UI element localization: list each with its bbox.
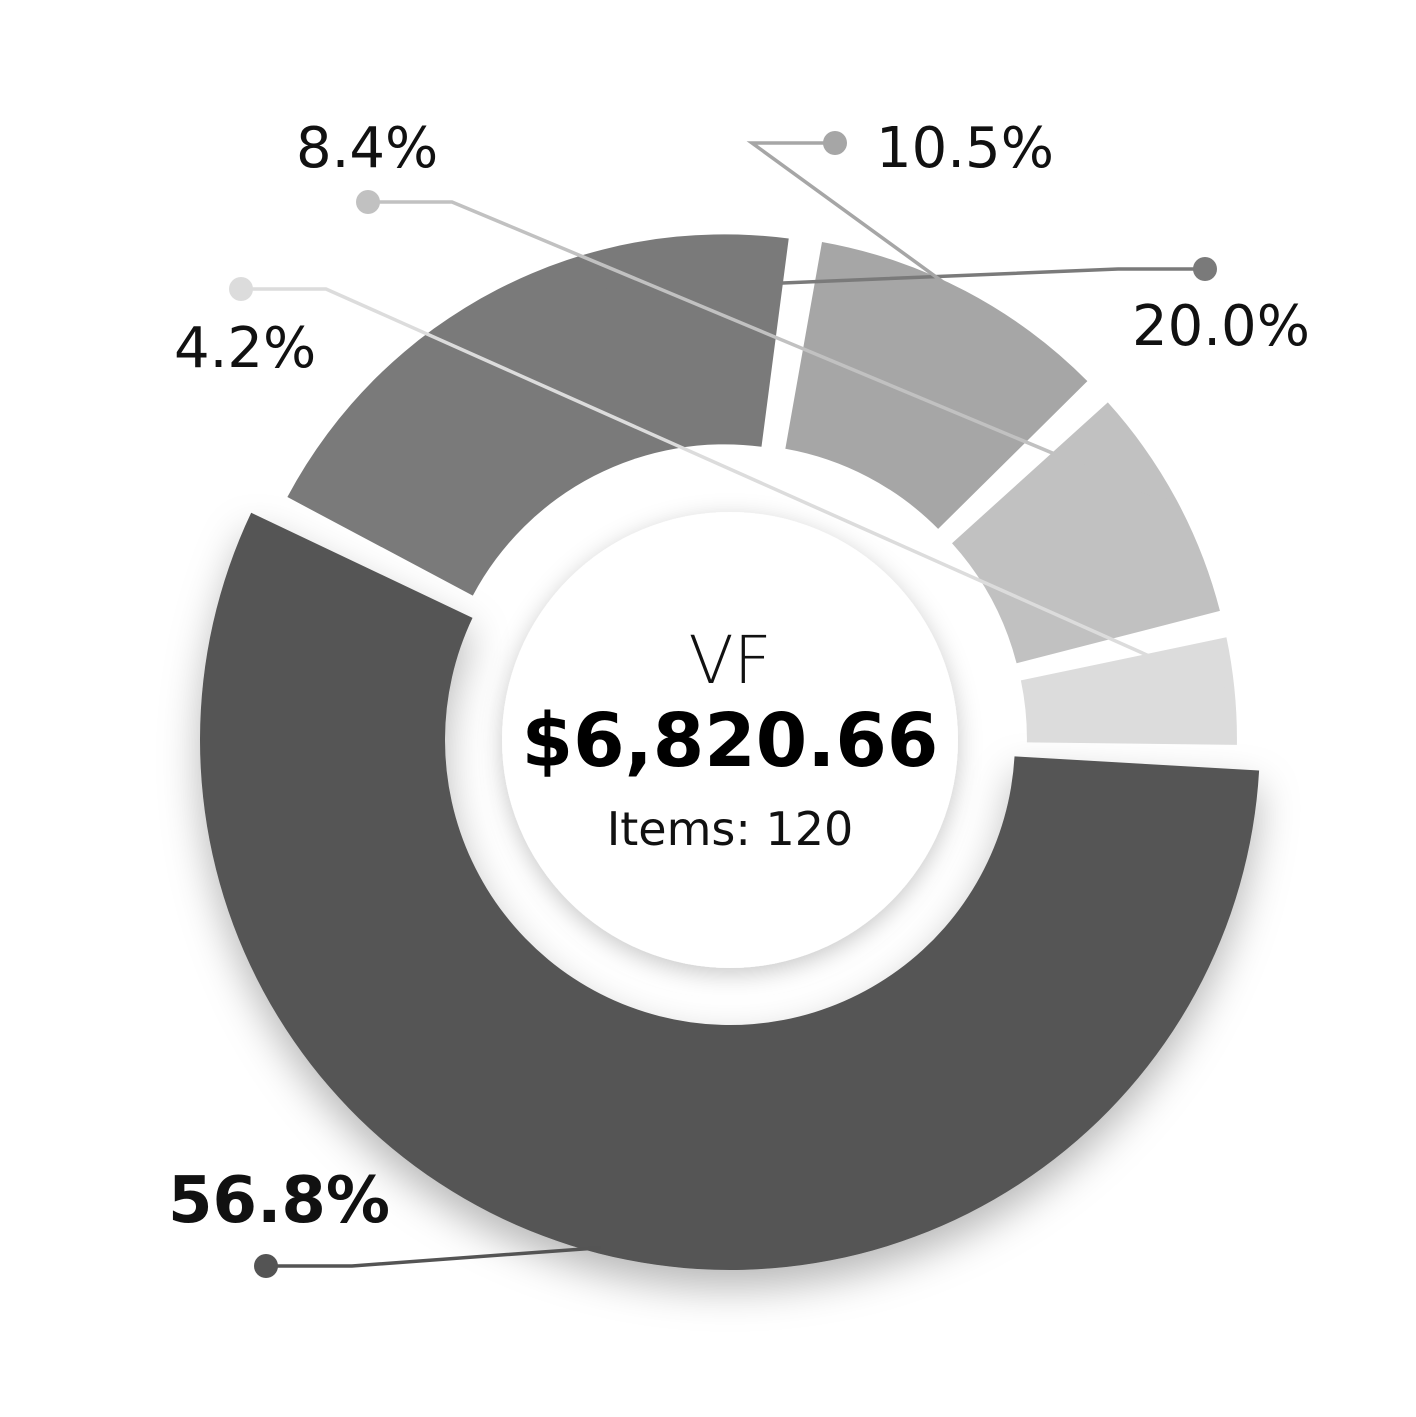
donut-slices [199,234,1260,1270]
slice-label-4: 8.4% [296,116,438,181]
callout-dot-5 [229,277,253,301]
center-title: VF [688,622,771,699]
callout-dot-2 [1193,257,1217,281]
center-total: $6,820.66 [522,698,939,784]
callout-dot-3 [823,131,847,155]
slice-1 [199,512,1260,1270]
callout-line-3 [746,141,964,298]
center-items-count: Items: 120 [607,802,854,856]
callout-line-1 [266,1245,601,1268]
callout-line-5 [241,287,1230,693]
slice-label-1: 56.8% [168,1164,390,1238]
slice-3 [785,241,1088,529]
callout-line-4 [368,200,1172,505]
donut-hole [502,512,958,968]
slice-label-5: 4.2% [174,316,316,381]
callouts: 56.8% 20.0% 10.5% 8.4% 4.2% [168,116,1310,1278]
slice-label-2: 20.0% [1132,294,1310,359]
slice-5 [1020,637,1237,745]
callout-dot-1 [254,1254,278,1278]
callout-line-2 [500,267,1205,297]
callout-dot-4 [356,190,380,214]
slice-2 [287,234,789,596]
slice-label-3: 10.5% [876,116,1054,181]
